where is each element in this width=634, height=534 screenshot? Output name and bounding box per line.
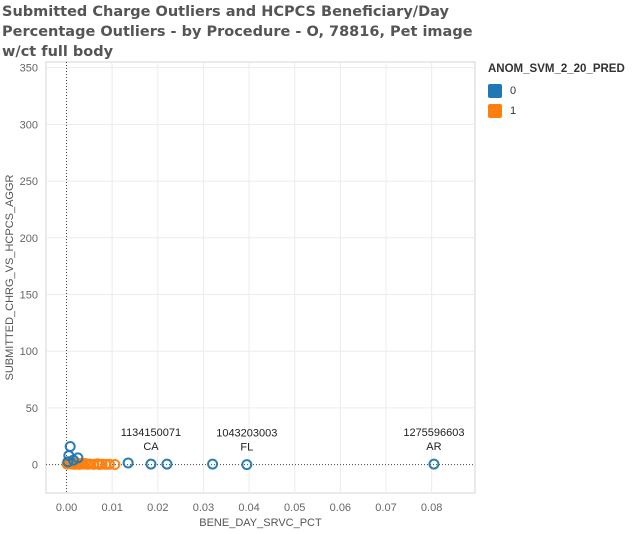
y-tick-label: 150 [20,290,38,302]
x-tick-label: 0.01 [101,502,122,514]
legend-swatch-0 [488,84,502,98]
plot-area [45,61,476,494]
data-point-series-0 [207,458,219,470]
data-point-series-0 [161,458,173,470]
legend: ANOM_SVM_2_20_PRED 0 1 [488,63,625,121]
x-tick-label: 0.03 [193,502,214,514]
legend-swatch-1 [488,104,502,118]
y-tick-label: 250 [20,176,38,188]
y-tick-label: 300 [20,119,38,131]
y-axis-title: SUBMITTED_CHRG_VS_HCPCS_AGGR [4,174,16,380]
y-tick-label: 350 [20,63,38,75]
x-tick-label: 0.00 [56,502,77,514]
x-tick-label: 0.05 [284,502,305,514]
x-tick-label: 0.06 [330,502,351,514]
y-tick-label: 200 [20,233,38,245]
data-point-series-0 [122,457,134,469]
x-tick-label: 0.08 [421,502,442,514]
data-point-series-1 [103,458,115,470]
point-annotation: 1043203003 [216,428,277,440]
data-point-series-0 [428,458,440,470]
data-point-series-1 [109,459,121,471]
data-point-series-0 [64,440,76,452]
legend-label-0: 0 [510,85,517,97]
point-annotation: AR [426,441,441,453]
point-annotation: CA [143,441,159,453]
legend-label-1: 1 [510,105,517,117]
data-point-series-0 [145,458,157,470]
data-point-series-0 [67,454,79,466]
point-annotation: FL [240,442,253,454]
point-annotation: 1134150071 [121,427,181,439]
data-point-series-0 [62,456,74,468]
chart-title: Submitted Charge Outliers and HCPCS Bene… [2,4,473,60]
x-axis-title: BENE_DAY_SRVC_PCT [199,517,322,529]
y-tick-label: 100 [20,346,38,358]
legend-item-1[interactable]: 1 [488,101,625,121]
x-tick-label: 0.04 [238,502,259,514]
x-tick-label: 0.07 [375,502,396,514]
point-annotation: 1275596603 [403,427,464,439]
y-tick-label: 0 [32,460,38,472]
data-point-series-1 [96,458,108,470]
y-tick-label: 50 [26,403,38,415]
x-tick-label: 0.02 [147,502,168,514]
data-point-series-0 [241,459,253,471]
legend-title: ANOM_SVM_2_20_PRED [488,63,625,75]
legend-item-0[interactable]: 0 [488,81,625,101]
